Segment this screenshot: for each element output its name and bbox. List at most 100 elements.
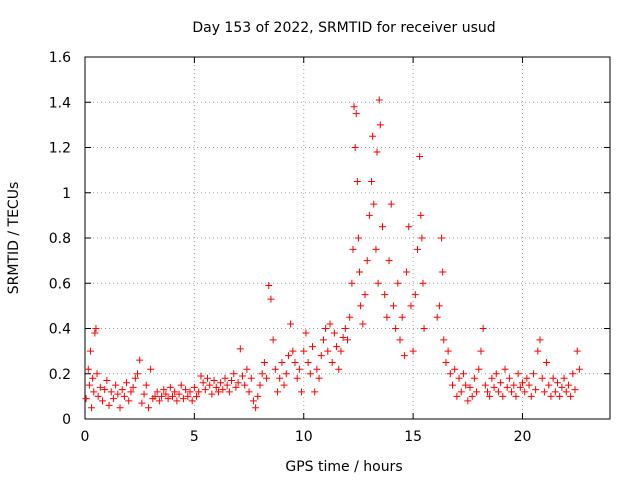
- data-point: [107, 388, 115, 396]
- data-point: [179, 395, 187, 403]
- data-point: [309, 343, 316, 351]
- data-point: [289, 347, 297, 355]
- data-point: [85, 381, 93, 389]
- data-point: [93, 370, 101, 378]
- data-point: [392, 325, 400, 332]
- data-point: [162, 390, 170, 398]
- data-point: [341, 325, 349, 332]
- data-point: [184, 392, 192, 400]
- data-point: [210, 377, 218, 385]
- data-point: [350, 103, 358, 111]
- data-point: [536, 336, 544, 344]
- data-point: [547, 392, 555, 400]
- data-point: [357, 302, 365, 310]
- data-point: [295, 365, 303, 373]
- data-point: [433, 313, 441, 321]
- data-point: [492, 370, 500, 378]
- data-point: [551, 388, 559, 396]
- data-point: [249, 397, 257, 405]
- data-point: [313, 365, 321, 373]
- data-point: [381, 291, 389, 299]
- x-axis-label: GPS time / hours: [285, 459, 402, 475]
- data-point: [564, 381, 572, 389]
- data-point: [389, 302, 397, 310]
- data-point: [169, 392, 176, 400]
- data-point: [373, 148, 381, 156]
- data-point: [258, 370, 266, 378]
- data-point: [269, 336, 277, 344]
- data-point: [575, 365, 583, 373]
- y-tick-label: 0.8: [49, 231, 71, 247]
- data-point: [302, 329, 310, 337]
- data-point: [344, 336, 351, 344]
- data-point: [99, 397, 106, 405]
- data-point: [444, 347, 452, 355]
- data-point: [103, 377, 111, 385]
- data-point: [475, 365, 483, 373]
- data-point: [298, 388, 306, 396]
- data-point: [387, 200, 395, 208]
- data-point: [439, 268, 447, 276]
- data-point: [409, 347, 417, 355]
- y-tick-label: 0: [62, 412, 71, 428]
- data-point: [365, 211, 373, 219]
- data-point: [195, 388, 203, 396]
- data-point: [497, 379, 505, 387]
- data-point: [319, 336, 327, 344]
- data-point: [131, 374, 139, 382]
- data-point: [125, 397, 133, 405]
- data-point: [260, 358, 268, 366]
- data-point: [276, 374, 284, 382]
- data-point: [171, 388, 179, 396]
- data-point: [223, 381, 231, 389]
- data-point: [186, 388, 194, 396]
- x-tick-label: 10: [295, 429, 313, 445]
- data-point: [479, 325, 487, 332]
- data-point: [519, 379, 526, 387]
- data-point: [155, 397, 163, 405]
- data-point: [322, 325, 330, 332]
- data-point: [554, 379, 561, 387]
- data-point: [346, 313, 354, 321]
- data-point: [558, 383, 566, 391]
- data-point: [490, 383, 498, 391]
- data-point: [109, 395, 117, 403]
- data-point: [543, 358, 551, 366]
- data-point: [199, 379, 207, 387]
- data-point: [349, 245, 357, 253]
- data-point: [351, 144, 359, 151]
- data-point: [311, 388, 319, 396]
- data-point: [204, 374, 211, 382]
- data-point: [374, 279, 382, 287]
- data-point: [228, 377, 236, 385]
- data-point: [333, 343, 341, 351]
- data-point: [337, 347, 345, 355]
- data-point: [446, 370, 454, 378]
- data-point: [166, 383, 174, 391]
- data-point: [134, 370, 141, 378]
- data-point: [263, 374, 271, 382]
- y-tick-label: 1.6: [49, 50, 71, 66]
- data-point: [274, 388, 281, 396]
- data-point: [88, 404, 96, 412]
- data-point: [247, 374, 255, 382]
- data-point: [451, 365, 459, 373]
- data-point: [160, 386, 168, 394]
- data-point: [567, 392, 575, 400]
- data-point: [540, 388, 548, 396]
- data-point: [94, 392, 102, 400]
- data-point: [112, 381, 120, 389]
- data-point: [411, 291, 419, 299]
- data-point: [324, 347, 332, 355]
- data-point: [538, 374, 546, 382]
- data-point: [330, 329, 338, 337]
- data-point: [138, 399, 146, 407]
- data-point: [90, 388, 98, 396]
- data-point: [453, 392, 461, 400]
- data-point: [120, 392, 128, 400]
- data-point: [385, 257, 393, 265]
- data-point: [414, 245, 421, 253]
- data-point: [315, 374, 323, 382]
- data-point: [91, 329, 99, 337]
